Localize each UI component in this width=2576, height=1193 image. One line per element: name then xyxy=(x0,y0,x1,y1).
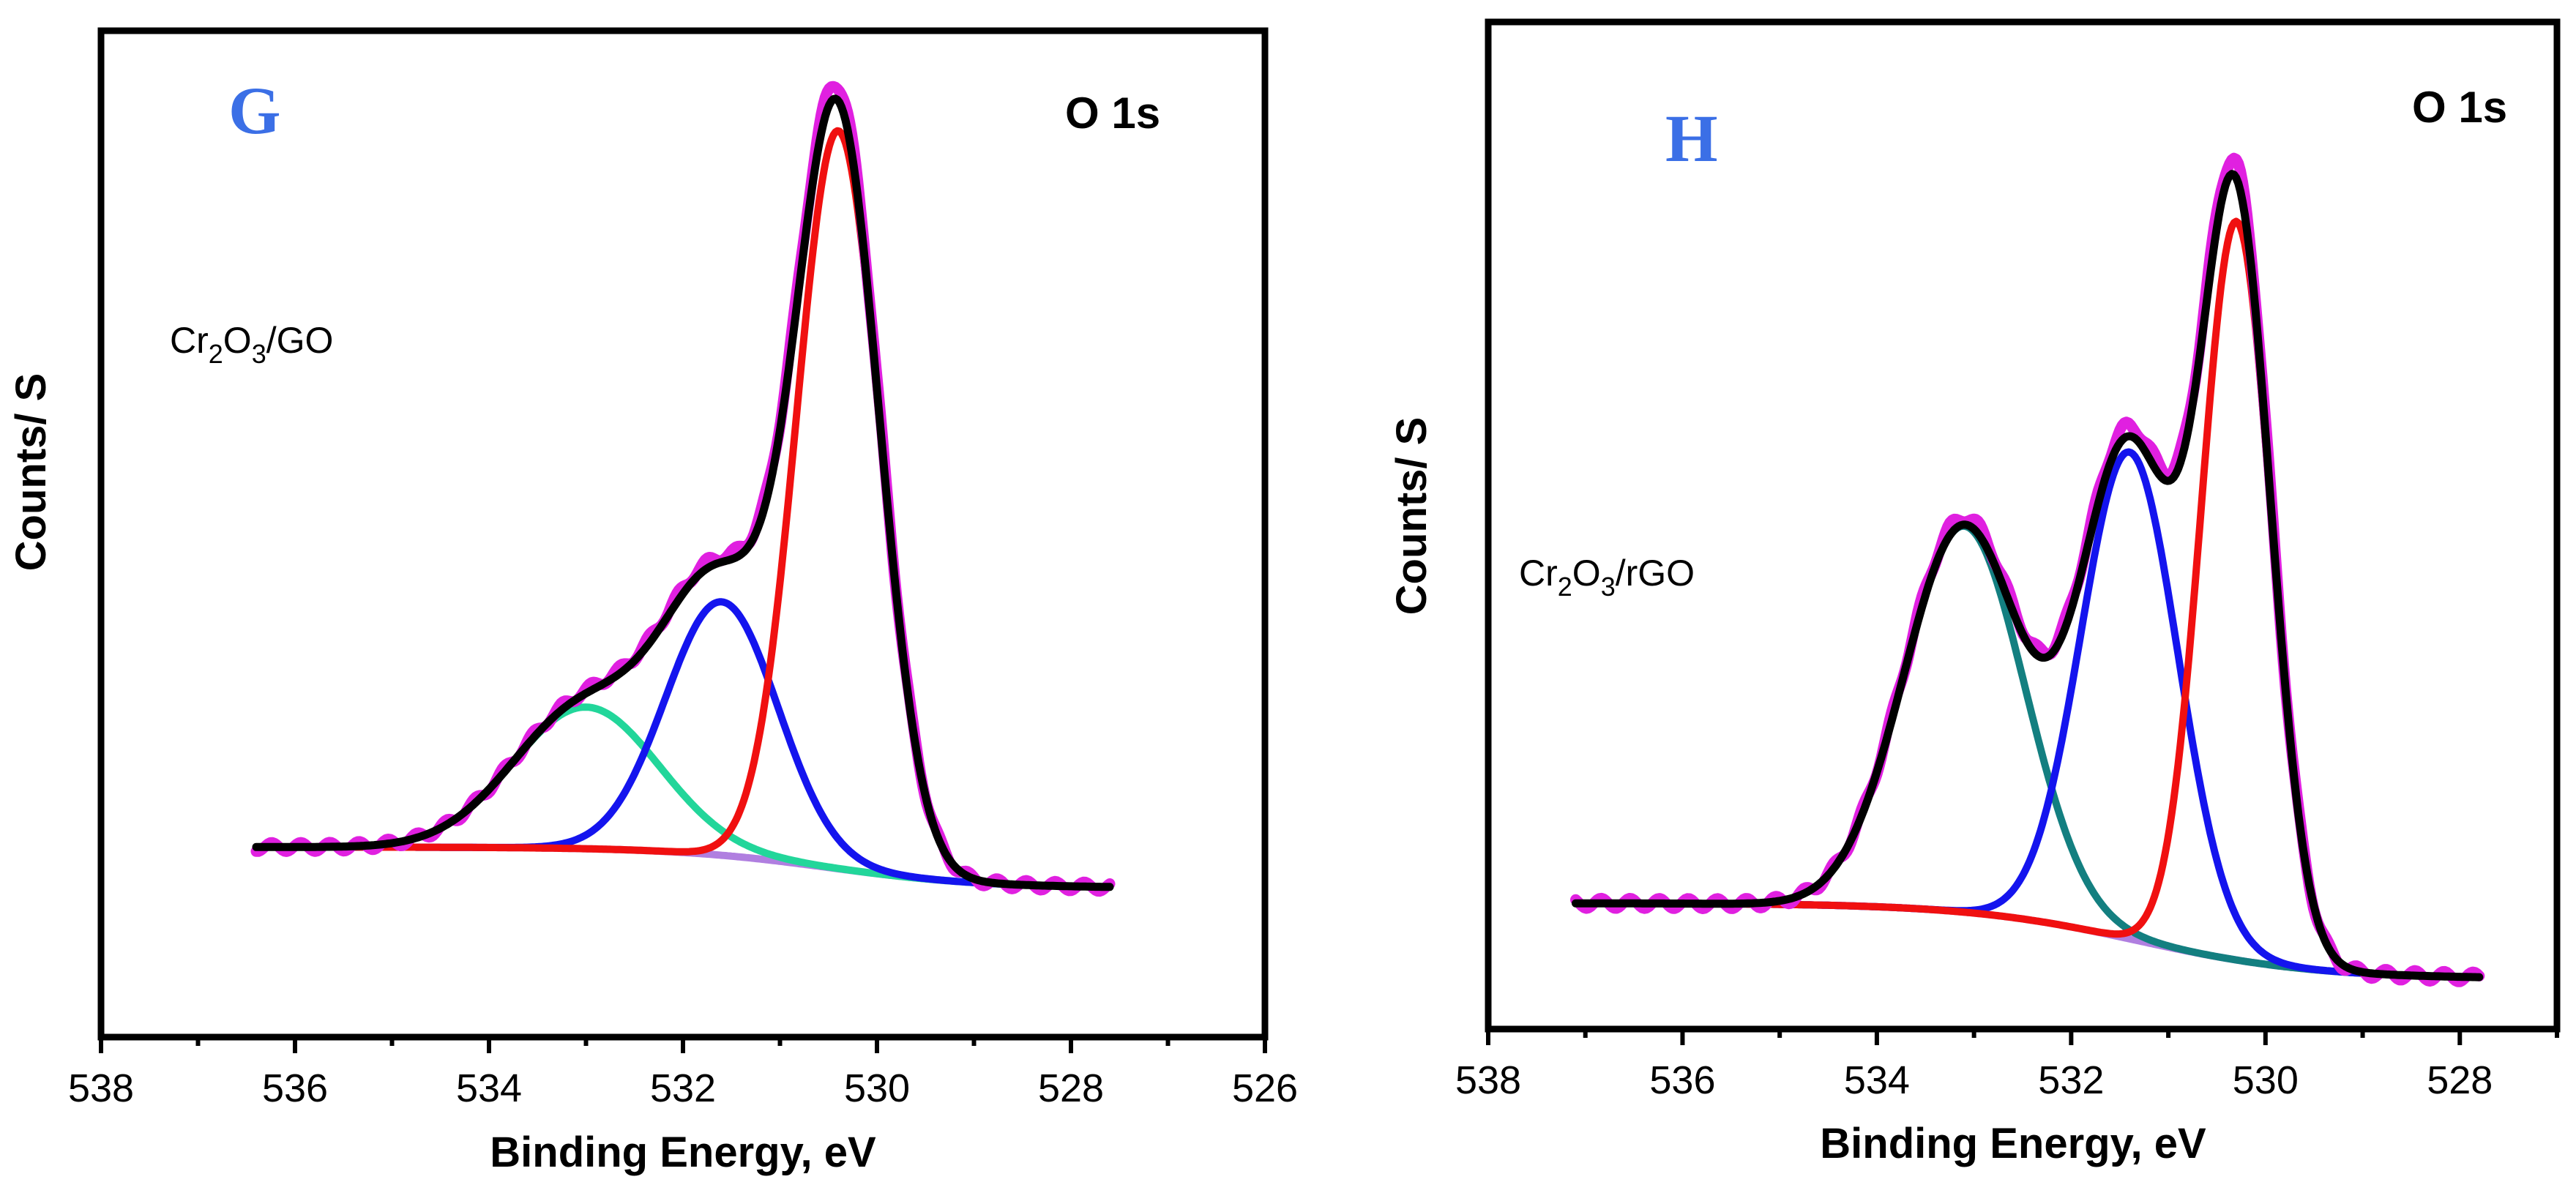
panel-g-sample-sub1: 2 xyxy=(209,339,223,369)
panel-g-series-peak-3 xyxy=(253,127,1113,891)
panel-h-series-layer xyxy=(1570,152,2485,987)
panel-g-x-tick-label: 532 xyxy=(650,1066,716,1110)
panel-h-x-tick-label: 536 xyxy=(1649,1058,1715,1102)
panel-g-x-ticks: 538 536 534 532 530 528 526 xyxy=(68,1037,1298,1110)
panel-h-sample-prefix: Cr xyxy=(1519,553,1558,594)
panel-h: 538 536 534 532 530 528 H O 1s Cr2O3/rGO Bind… xyxy=(1388,18,2561,1167)
panel-g-x-tick-label: 538 xyxy=(68,1066,134,1110)
panel-g-x-tick-label: 536 xyxy=(262,1066,328,1110)
panel-h-x-tick-label: 538 xyxy=(1455,1058,1521,1102)
panel-g-x-tick-label: 526 xyxy=(1232,1066,1298,1110)
panel-g-series-envelope-5 xyxy=(252,94,1114,891)
panel-h-sample-label: Cr2O3/rGO xyxy=(1519,553,1695,602)
panel-g-x-tick-label: 530 xyxy=(844,1066,910,1110)
panel-h-x-axis-label: Binding Energy, eV xyxy=(1820,1120,2206,1167)
panel-g-series-layer xyxy=(250,81,1116,897)
panel-g-sample-prefix: Cr xyxy=(170,320,209,361)
panel-h-x-tick-label: 532 xyxy=(2038,1058,2104,1102)
panel-g-x-axis-label: Binding Energy, eV xyxy=(490,1129,876,1176)
panel-g-sample-mid: O xyxy=(223,320,252,361)
panel-g-series-measured-4 xyxy=(250,81,1116,897)
panel-g: 538 536 534 532 530 528 526 G O 1s Cr2O3/GO Bi… xyxy=(7,27,1298,1176)
panel-h-letter: H xyxy=(1665,101,1718,176)
panel-h-region-label: O 1s xyxy=(2412,83,2507,132)
panel-h-x-ticks: 538 536 534 532 530 528 xyxy=(1455,1029,2559,1102)
panel-g-y-axis-label: Counts/ S xyxy=(7,373,55,572)
panel-h-series-envelope-5 xyxy=(1572,170,2484,981)
panel-h-x-tick-label: 534 xyxy=(1844,1058,1910,1102)
panel-g-region-label: O 1s xyxy=(1065,89,1160,138)
panel-h-sample-sub1: 2 xyxy=(1558,572,1572,602)
panel-g-sample-suffix: /GO xyxy=(266,320,334,361)
panel-g-sample-sub2: 3 xyxy=(252,339,266,369)
panel-g-letter: G xyxy=(228,73,281,148)
panel-h-x-tick-label: 530 xyxy=(2233,1058,2299,1102)
panel-h-plot-frame xyxy=(1485,18,2561,1033)
panel-h-sample-mid: O xyxy=(1572,553,1601,594)
panel-g-series-peak-1 xyxy=(253,703,1113,891)
panel-h-sample-sub2: 3 xyxy=(1601,572,1616,602)
panel-h-sample-suffix: /rGO xyxy=(1616,553,1695,594)
panel-g-x-tick-label: 534 xyxy=(456,1066,522,1110)
panel-g-x-tick-label: 528 xyxy=(1038,1066,1104,1110)
panel-g-sample-label: Cr2O3/GO xyxy=(170,320,333,369)
panel-h-x-tick-label: 528 xyxy=(2427,1058,2493,1102)
panel-h-y-axis-label: Counts/ S xyxy=(1388,417,1436,616)
